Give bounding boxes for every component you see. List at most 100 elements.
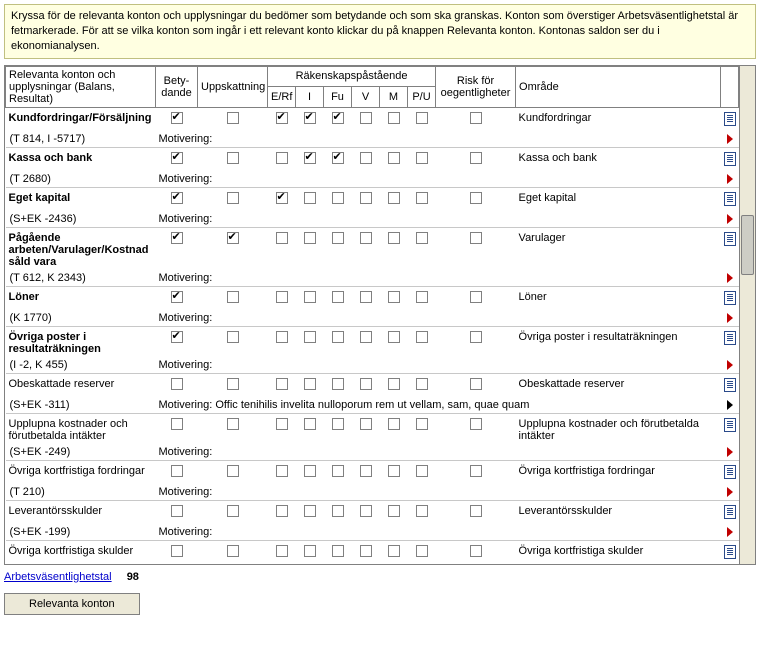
checkbox-risk[interactable]: [470, 505, 482, 517]
checkbox-i[interactable]: [304, 232, 316, 244]
checkbox-v[interactable]: [360, 378, 372, 390]
document-icon[interactable]: [724, 418, 736, 432]
checkbox-fu[interactable]: [332, 192, 344, 204]
checkbox-v[interactable]: [360, 545, 372, 557]
relevanta-konton-button[interactable]: Relevanta konton: [4, 593, 140, 615]
checkbox-risk[interactable]: [470, 152, 482, 164]
checkbox-erf[interactable]: [276, 418, 288, 430]
checkbox-risk[interactable]: [470, 465, 482, 477]
checkbox-fu[interactable]: [332, 291, 344, 303]
checkbox-risk[interactable]: [470, 112, 482, 124]
checkbox-bety[interactable]: [171, 465, 183, 477]
checkbox-m[interactable]: [388, 505, 400, 517]
checkbox-bety[interactable]: [171, 192, 183, 204]
checkbox-fu[interactable]: [332, 418, 344, 430]
checkbox-m[interactable]: [388, 291, 400, 303]
document-icon[interactable]: [724, 465, 736, 479]
checkbox-v[interactable]: [360, 465, 372, 477]
checkbox-upp[interactable]: [227, 291, 239, 303]
checkbox-i[interactable]: [304, 291, 316, 303]
document-icon[interactable]: [724, 331, 736, 345]
checkbox-i[interactable]: [304, 152, 316, 164]
checkbox-bety[interactable]: [171, 232, 183, 244]
document-icon[interactable]: [724, 112, 736, 126]
arbetsvasent-link[interactable]: Arbetsväsentlighetstal: [4, 571, 112, 583]
checkbox-upp[interactable]: [227, 331, 239, 343]
checkbox-v[interactable]: [360, 112, 372, 124]
checkbox-erf[interactable]: [276, 465, 288, 477]
checkbox-v[interactable]: [360, 291, 372, 303]
checkbox-fu[interactable]: [332, 152, 344, 164]
checkbox-bety[interactable]: [171, 418, 183, 430]
checkbox-i[interactable]: [304, 192, 316, 204]
triangle-icon[interactable]: [727, 214, 733, 224]
checkbox-fu[interactable]: [332, 545, 344, 557]
checkbox-erf[interactable]: [276, 505, 288, 517]
checkbox-bety[interactable]: [171, 112, 183, 124]
checkbox-pu[interactable]: [416, 378, 428, 390]
checkbox-i[interactable]: [304, 505, 316, 517]
checkbox-i[interactable]: [304, 418, 316, 430]
checkbox-m[interactable]: [388, 112, 400, 124]
document-icon[interactable]: [724, 378, 736, 392]
checkbox-bety[interactable]: [171, 545, 183, 557]
checkbox-erf[interactable]: [276, 545, 288, 557]
document-icon[interactable]: [724, 545, 736, 559]
checkbox-i[interactable]: [304, 331, 316, 343]
triangle-icon[interactable]: [727, 273, 733, 283]
checkbox-i[interactable]: [304, 465, 316, 477]
checkbox-fu[interactable]: [332, 378, 344, 390]
document-icon[interactable]: [724, 505, 736, 519]
checkbox-bety[interactable]: [171, 331, 183, 343]
checkbox-risk[interactable]: [470, 192, 482, 204]
checkbox-pu[interactable]: [416, 112, 428, 124]
checkbox-erf[interactable]: [276, 152, 288, 164]
checkbox-upp[interactable]: [227, 378, 239, 390]
checkbox-i[interactable]: [304, 545, 316, 557]
checkbox-m[interactable]: [388, 331, 400, 343]
checkbox-m[interactable]: [388, 378, 400, 390]
checkbox-v[interactable]: [360, 232, 372, 244]
triangle-icon[interactable]: [727, 174, 733, 184]
document-icon[interactable]: [724, 152, 736, 166]
checkbox-i[interactable]: [304, 378, 316, 390]
vertical-scrollbar[interactable]: [739, 66, 755, 564]
checkbox-upp[interactable]: [227, 192, 239, 204]
checkbox-bety[interactable]: [171, 378, 183, 390]
checkbox-risk[interactable]: [470, 418, 482, 430]
checkbox-v[interactable]: [360, 192, 372, 204]
checkbox-pu[interactable]: [416, 291, 428, 303]
checkbox-erf[interactable]: [276, 291, 288, 303]
checkbox-erf[interactable]: [276, 378, 288, 390]
checkbox-pu[interactable]: [416, 465, 428, 477]
checkbox-risk[interactable]: [470, 331, 482, 343]
document-icon[interactable]: [724, 291, 736, 305]
checkbox-fu[interactable]: [332, 232, 344, 244]
checkbox-v[interactable]: [360, 152, 372, 164]
triangle-icon[interactable]: [727, 487, 733, 497]
checkbox-erf[interactable]: [276, 331, 288, 343]
checkbox-upp[interactable]: [227, 232, 239, 244]
checkbox-m[interactable]: [388, 545, 400, 557]
checkbox-risk[interactable]: [470, 545, 482, 557]
checkbox-upp[interactable]: [227, 418, 239, 430]
checkbox-pu[interactable]: [416, 418, 428, 430]
checkbox-upp[interactable]: [227, 465, 239, 477]
triangle-icon[interactable]: [727, 313, 733, 323]
checkbox-upp[interactable]: [227, 545, 239, 557]
triangle-icon[interactable]: [727, 400, 733, 410]
checkbox-pu[interactable]: [416, 331, 428, 343]
triangle-icon[interactable]: [727, 134, 733, 144]
checkbox-v[interactable]: [360, 331, 372, 343]
checkbox-erf[interactable]: [276, 232, 288, 244]
checkbox-pu[interactable]: [416, 232, 428, 244]
checkbox-pu[interactable]: [416, 505, 428, 517]
checkbox-erf[interactable]: [276, 192, 288, 204]
checkbox-risk[interactable]: [470, 378, 482, 390]
checkbox-risk[interactable]: [470, 232, 482, 244]
triangle-icon[interactable]: [727, 447, 733, 457]
checkbox-erf[interactable]: [276, 112, 288, 124]
document-icon[interactable]: [724, 232, 736, 246]
checkbox-m[interactable]: [388, 465, 400, 477]
checkbox-m[interactable]: [388, 192, 400, 204]
